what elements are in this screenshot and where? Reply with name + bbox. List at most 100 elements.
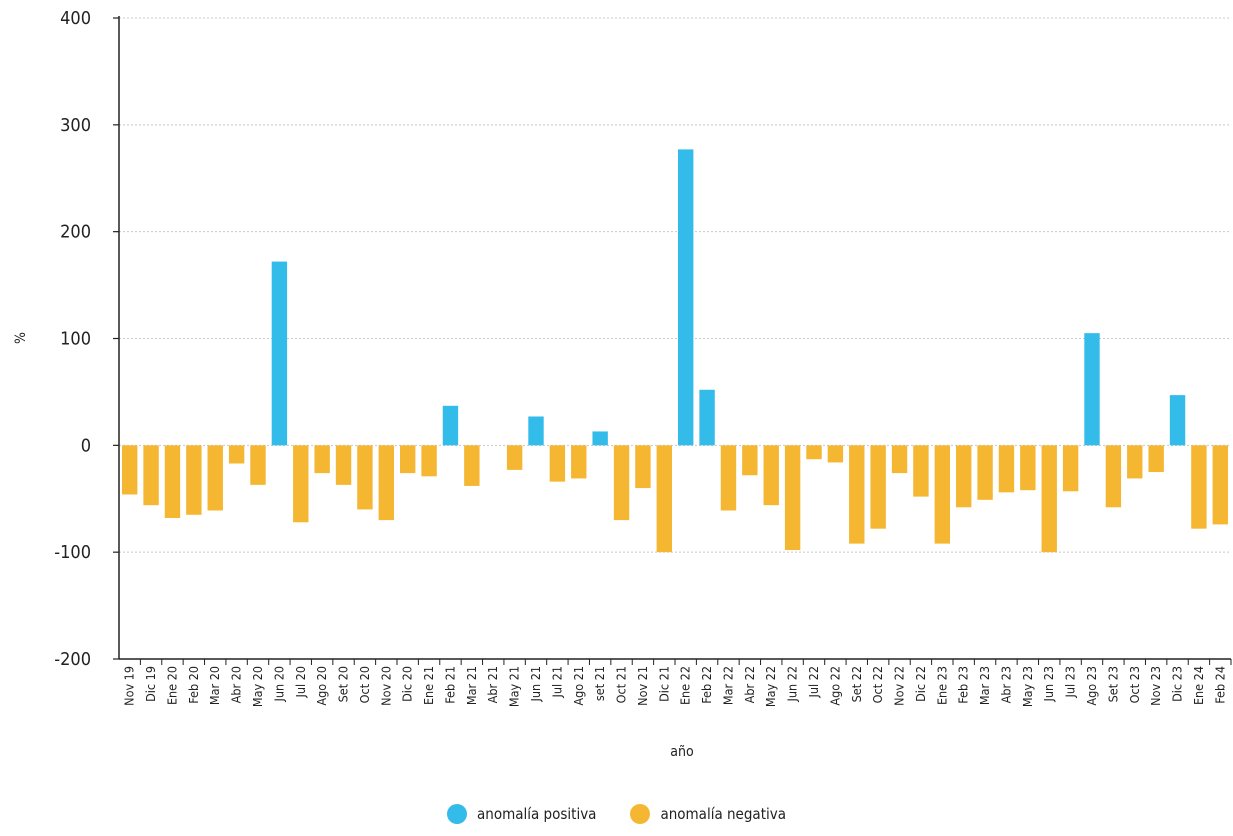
x-tick-label: Mar 21	[464, 666, 479, 705]
bar-mar-20	[207, 445, 223, 511]
bar-nov-22	[891, 445, 908, 474]
x-tick-label: May 21	[507, 666, 522, 707]
bar-jun-23	[1041, 445, 1057, 553]
bar-ene-21	[421, 445, 437, 477]
x-tick-label: Set 23	[1105, 666, 1120, 702]
x-tick-label: Ago 21	[571, 666, 586, 706]
x-tick-label: Dic 23	[1170, 666, 1185, 702]
bar-feb-20	[186, 445, 202, 515]
x-tick-label: Abr 22	[742, 666, 757, 703]
x-tick-label: Jun 21	[528, 666, 543, 702]
legend-item-positive[interactable]: anomalía positiva	[447, 804, 596, 824]
x-tick-label: Feb 22	[699, 666, 714, 704]
y-tick-label: 400	[60, 8, 91, 29]
bar-ene-20	[164, 445, 181, 518]
x-tick-label: Feb 24	[1212, 666, 1227, 704]
y-tick-label: 200	[60, 222, 91, 243]
x-tick-label: Nov 23	[1148, 666, 1163, 706]
x-tick-label: Jul 22	[806, 666, 821, 698]
legend-item-negative[interactable]: anomalía negativa	[630, 804, 786, 824]
bar-mar-23	[977, 445, 993, 500]
bar-jun-20	[271, 261, 288, 446]
bar-dic-21	[656, 445, 673, 553]
bar-feb-21	[442, 405, 459, 446]
bar-jul-21	[549, 445, 566, 482]
bar-dic-23	[1169, 395, 1186, 446]
x-tick-label: Nov 21	[635, 666, 650, 706]
y-tick-label: 0	[81, 435, 91, 456]
x-tick-label: Jul 21	[549, 666, 564, 698]
bar-mar-22	[720, 445, 737, 511]
x-tick-label: May 23	[1020, 666, 1035, 707]
x-tick-label: Jul 20	[293, 666, 308, 698]
bar-nov-20	[378, 445, 395, 521]
bar-jul-20	[293, 445, 309, 523]
bar-jul-23	[1062, 445, 1079, 492]
bar-jul-22	[806, 445, 822, 460]
x-tick-label: Oct 20	[357, 666, 372, 703]
bar-chart-svg: 400 300 200 100 0 -100 -200 Nov 19 Dic 19 Ene 20 F…	[13, 8, 1232, 760]
x-tick-label: Mar 20	[207, 666, 222, 705]
bar-ago-22	[827, 445, 844, 463]
bar-jun-21	[528, 416, 544, 446]
bar-feb-23	[955, 445, 972, 508]
bar-oct-20	[357, 445, 373, 510]
x-tick-label: Ago 23	[1084, 666, 1099, 706]
bar-nov-23	[1148, 445, 1164, 473]
bar-may-22	[763, 445, 779, 506]
bar-mar-21	[464, 445, 480, 486]
bar-abr-22	[742, 445, 758, 476]
legend-swatch-positive	[447, 804, 467, 824]
bar-set-20	[335, 445, 352, 485]
bar-nov-19	[121, 445, 138, 495]
bar-set-21	[592, 431, 608, 446]
x-tick-label: Set 20	[336, 666, 351, 702]
y-tick-label: -200	[54, 649, 91, 670]
x-tick-label: Jun 23	[1041, 666, 1056, 702]
bar-may-21	[506, 445, 523, 470]
x-tick-label: May 20	[250, 666, 265, 707]
bar-abr-23	[998, 445, 1015, 493]
bar-nov-21	[635, 445, 651, 489]
y-axis-title: %	[13, 332, 29, 344]
x-tick-label: Ene 21	[421, 666, 436, 705]
x-tick-label: Dic 21	[656, 666, 671, 702]
x-tick-label: Dic 22	[913, 666, 928, 702]
x-tick-label: Oct 21	[614, 666, 629, 703]
x-tick-label: Ene 24	[1191, 666, 1206, 705]
bar-oct-23	[1127, 445, 1143, 479]
x-tick-label: Abr 21	[485, 666, 500, 703]
y-tick-label: 300	[60, 115, 91, 136]
x-tick-label: Dic 19	[143, 666, 158, 702]
bar-feb-24	[1212, 445, 1229, 525]
x-tick-label: Ene 23	[934, 666, 949, 705]
x-tick-label: Jun 22	[785, 666, 800, 702]
bar-ene-22	[677, 149, 694, 446]
bar-jun-22	[784, 445, 801, 551]
legend: anomalía positiva anomalía negativa	[0, 804, 1233, 824]
bar-oct-21	[613, 445, 630, 521]
legend-swatch-negative	[630, 804, 651, 824]
x-tick-label: Ene 22	[678, 666, 693, 705]
x-tick-label: May 22	[763, 666, 778, 707]
x-tick-label: Nov 22	[892, 666, 907, 706]
x-axis-title: año	[670, 744, 694, 760]
y-tick-label: -100	[54, 542, 91, 563]
x-tick-label: Feb 23	[956, 666, 971, 704]
x-tick-label: Mar 22	[720, 666, 735, 705]
bar-ago-23	[1084, 333, 1100, 446]
bar-may-20	[250, 445, 266, 485]
x-tick-label: Mar 23	[977, 666, 992, 705]
x-tick-label: Abr 20	[229, 666, 244, 703]
bar-dic-22	[913, 445, 929, 497]
legend-label-positive: anomalía positiva	[477, 805, 597, 823]
bar-abr-20	[228, 445, 245, 464]
legend-label-negative: anomalía negativa	[660, 805, 786, 823]
bar-set-23	[1105, 445, 1122, 508]
x-tick-label: Jun 20	[271, 666, 286, 702]
bar-oct-22	[870, 445, 886, 529]
x-tick-label: Oct 23	[1127, 666, 1142, 703]
x-tick-label: Dic 20	[400, 666, 415, 702]
x-tick-label: Nov 20	[378, 666, 393, 706]
